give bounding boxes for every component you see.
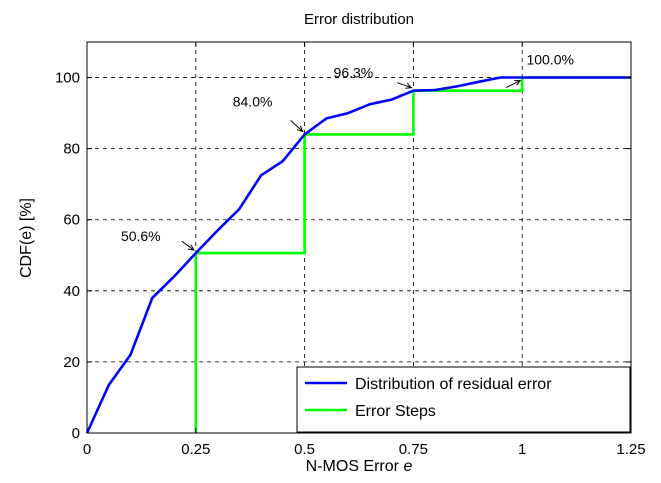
annotation-arrowhead (187, 244, 195, 251)
y-tick-label: 20 (63, 354, 80, 371)
annotation-arrow (505, 80, 521, 88)
annotation-arrowhead (514, 79, 522, 86)
annotation-label: 84.0% (233, 93, 273, 109)
y-axis-label: CDF(e) [%] (18, 198, 35, 278)
y-tick-label: 100 (55, 70, 80, 87)
x-tick-label: 1 (518, 441, 526, 458)
annotation-arrowhead (405, 83, 413, 89)
y-tick-label: 60 (63, 212, 80, 229)
x-axis-label-variable: e (403, 458, 412, 475)
annotation-arrowhead (296, 125, 304, 133)
legend-label-residual: Distribution of residual error (355, 376, 552, 393)
series-line-error-steps (194, 76, 631, 433)
x-tick-label: 0.75 (399, 441, 428, 458)
annotation-label: 50.6% (121, 228, 161, 244)
legend-label-steps: Error Steps (355, 403, 436, 420)
series-line-residual-error (85, 76, 631, 434)
annotation-arrow (181, 240, 195, 251)
annotation-label: 96.3% (334, 65, 374, 81)
annotation-label: 100.0% (526, 52, 573, 68)
x-tick-label: 0.25 (181, 441, 210, 458)
x-tick-label: 1.25 (616, 441, 645, 458)
plot-frame (86, 41, 632, 434)
x-tick-label: 0.5 (294, 441, 315, 458)
legend-box (296, 366, 631, 433)
annotations: 50.6% 84.0% 96.3% 100.0% (121, 52, 574, 251)
chart-title: Error distribution (304, 11, 414, 28)
x-axis-label-text: N-MOS Error (306, 458, 400, 475)
x-axis-label: N-MOS Error e (306, 458, 413, 475)
y-tick-label: 80 (63, 141, 80, 158)
annotation-arrow (397, 82, 412, 89)
y-tick-label: 0 (72, 425, 80, 442)
series-group (85, 76, 631, 434)
legend: Distribution of residual error Error Ste… (296, 366, 631, 433)
x-tick-label: 0 (83, 441, 91, 458)
y-tick-label: 40 (63, 283, 80, 300)
annotation-arrow (290, 120, 303, 132)
